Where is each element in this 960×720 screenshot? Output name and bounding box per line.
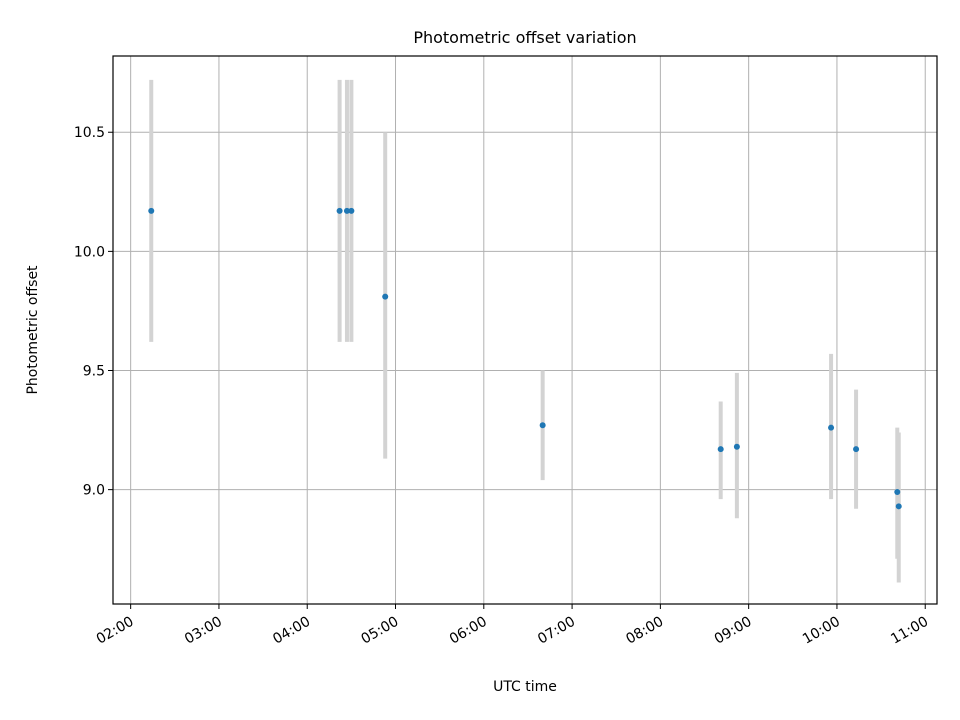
- data-point: [895, 503, 902, 510]
- y-tick-label: 9.0: [83, 483, 105, 499]
- data-point: [348, 207, 355, 214]
- data-point: [828, 424, 835, 431]
- y-axis-label: Photometric offset: [25, 265, 41, 395]
- data-points: [148, 207, 902, 510]
- y-tick-label: 9.5: [83, 364, 105, 380]
- data-point: [717, 446, 724, 453]
- data-point: [382, 293, 389, 300]
- data-point: [894, 489, 901, 496]
- grid-lines: [113, 56, 937, 604]
- chart-title: Photometric offset variation: [413, 28, 636, 47]
- data-point: [336, 207, 343, 214]
- data-point: [539, 422, 546, 429]
- data-point: [343, 207, 350, 214]
- y-axis-ticks: 9.0 9.5 10.0 10.5: [74, 125, 113, 499]
- data-point: [853, 446, 860, 453]
- plot-frame: [112, 55, 938, 605]
- y-tick-label: 10.5: [74, 125, 105, 141]
- x-axis-label: UTC time: [493, 679, 557, 695]
- y-tick-label: 10.0: [74, 244, 105, 260]
- data-point: [733, 443, 740, 450]
- data-point: [148, 207, 155, 214]
